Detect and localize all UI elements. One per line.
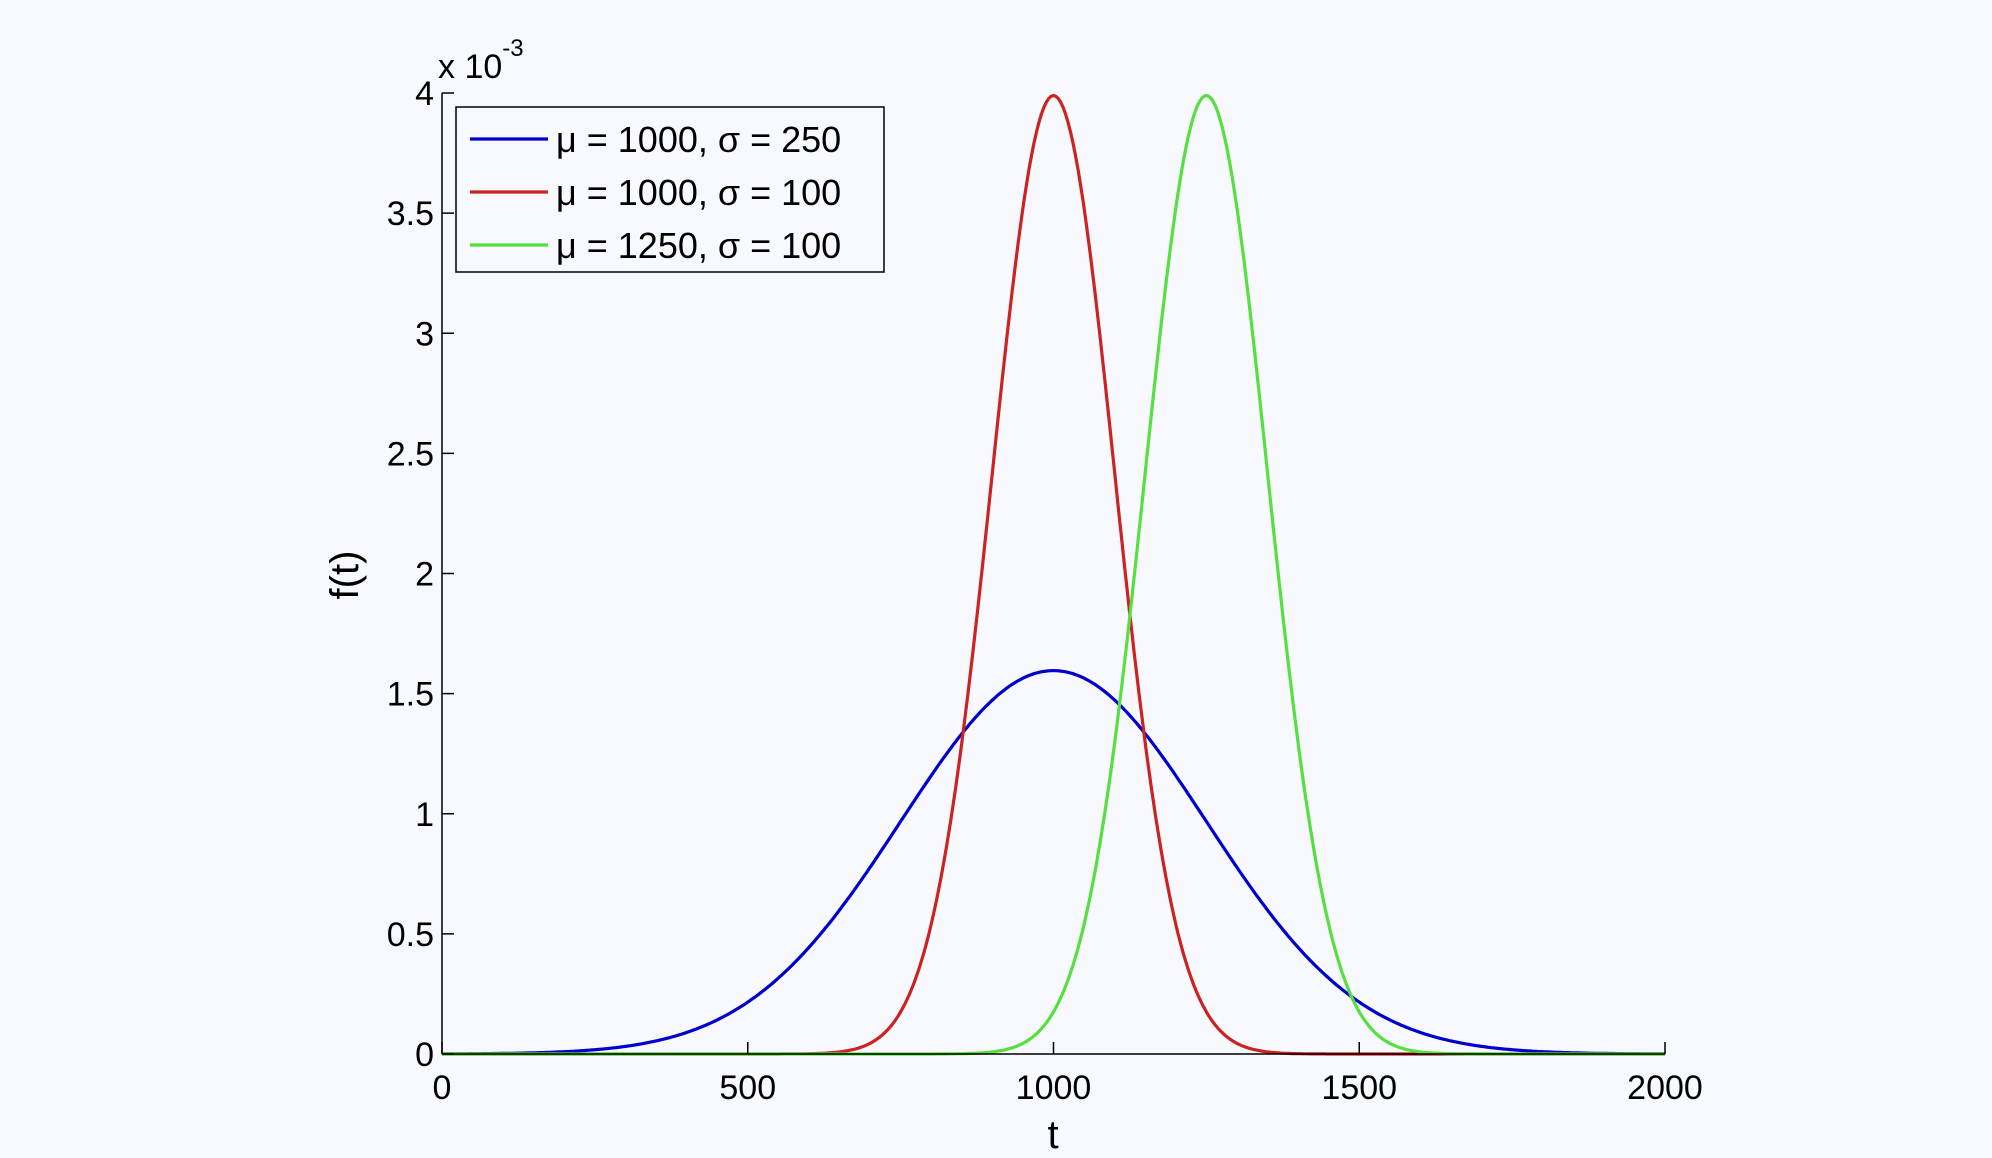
y-tick-label: 3.5 [387, 195, 434, 233]
y-tick-label: 1.5 [387, 676, 434, 714]
y-tick-label: 4 [415, 75, 434, 113]
x-axis-label: t [1047, 1113, 1058, 1157]
legend-label: μ = 1000, σ = 100 [556, 172, 841, 213]
legend-label: μ = 1250, σ = 100 [556, 225, 841, 266]
y-tick-label: 2 [415, 556, 434, 594]
series-line-1 [442, 668, 1665, 1056]
y-tick-label: 0.5 [387, 916, 434, 954]
x-tick-label: 500 [719, 1069, 776, 1107]
y-tick-label: 1 [415, 796, 434, 834]
x-tick-label: 2000 [1627, 1069, 1703, 1107]
legend-label: μ = 1000, σ = 250 [556, 119, 841, 160]
y-axis-label: f(t) [323, 551, 367, 600]
y-multiplier-base: x 10 [438, 48, 502, 86]
x-ticks: 0 500 1000 1500 2000 [433, 1042, 1703, 1107]
y-tick-label: 0 [415, 1036, 434, 1074]
y-multiplier-exponent: -3 [502, 35, 523, 62]
x-tick-label: 0 [433, 1069, 452, 1107]
x-tick-label: 1500 [1321, 1069, 1397, 1107]
y-tick-label: 3 [415, 315, 434, 353]
y-tick-label: 2.5 [387, 435, 434, 473]
y-ticks: 0 0.5 1 1.5 2 2.5 3 3.5 4 [387, 75, 454, 1074]
legend: μ = 1000, σ = 250 μ = 1000, σ = 100 μ = 12… [455, 106, 885, 273]
x-tick-label: 1000 [1016, 1069, 1092, 1107]
y-multiplier: x 10-3 [438, 35, 524, 86]
